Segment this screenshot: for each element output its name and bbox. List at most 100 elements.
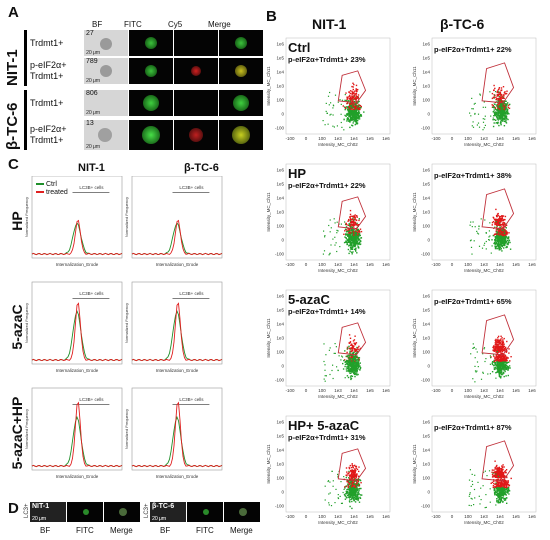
event-dot (347, 485, 349, 487)
event-dot (499, 217, 502, 220)
scale-bar: 20 μm (86, 144, 100, 150)
col-header-bf: BF (40, 526, 51, 535)
event-dot (500, 89, 502, 91)
event-dot (357, 363, 359, 365)
event-dot (354, 471, 356, 473)
event-dot (356, 117, 358, 119)
event-dot (351, 246, 353, 249)
event-dot (337, 476, 339, 478)
event-dot (349, 109, 352, 111)
event-dot (470, 505, 472, 507)
fitc-tile (67, 502, 103, 522)
event-dot (345, 474, 347, 476)
x-tick-label: 100 (464, 514, 472, 519)
event-dot (502, 373, 504, 375)
event-dot (503, 226, 505, 228)
event-dot (344, 494, 346, 497)
event-dot (359, 479, 362, 482)
event-dot (354, 221, 356, 224)
event-dot (497, 341, 499, 343)
y-tick-label: 0 (427, 364, 430, 369)
event-dot (355, 479, 358, 481)
event-dot (472, 347, 474, 349)
event-dot (496, 487, 498, 489)
event-dot (484, 118, 486, 120)
event-dot (348, 370, 350, 373)
event-dot (494, 107, 497, 109)
event-dot (354, 114, 356, 116)
event-dot (355, 373, 357, 376)
event-dot (495, 229, 497, 231)
y-tick-label: 100 (422, 476, 430, 481)
y-tick-label: 100 (276, 98, 284, 103)
event-dot (349, 370, 351, 372)
event-dot (354, 486, 356, 488)
event-dot (346, 355, 348, 357)
event-dot (325, 102, 327, 104)
event-dot (350, 99, 352, 101)
event-dot (494, 218, 497, 220)
event-dot (494, 94, 496, 96)
event-dot (355, 473, 357, 475)
event-dot (493, 482, 495, 485)
event-dot (355, 485, 357, 487)
event-dot (492, 361, 494, 363)
event-dot (498, 361, 500, 363)
event-dot (354, 235, 356, 238)
event-dot (493, 474, 495, 476)
event-dot (499, 104, 501, 107)
event-dot (497, 212, 499, 215)
event-dot (508, 239, 510, 241)
event-dot (358, 366, 360, 368)
event-dot (499, 231, 501, 233)
event-dot (351, 344, 354, 347)
x-tick-label: 1e3 (334, 514, 342, 519)
event-dot (496, 362, 499, 364)
event-dot (494, 366, 497, 369)
event-dot (344, 486, 346, 488)
event-dot (344, 108, 346, 111)
event-dot (357, 366, 360, 369)
cell-line-label: β-TC-6 (152, 503, 175, 510)
event-dot (493, 475, 495, 477)
treated-curve (131, 219, 223, 256)
event-dot (354, 216, 356, 218)
event-dot (349, 100, 351, 102)
event-dot (329, 219, 331, 221)
event-dot (501, 237, 503, 240)
event-dot (485, 232, 487, 234)
event-dot (494, 111, 497, 113)
event-dot (493, 106, 495, 108)
event-dot (495, 367, 497, 369)
event-dot (497, 484, 499, 486)
event-dot (323, 378, 325, 380)
y-tick-label: -100 (421, 378, 431, 383)
event-dot (500, 219, 503, 221)
event-dot (353, 485, 355, 487)
y-tick-label: 1e6 (422, 294, 430, 299)
event-dot (347, 235, 349, 237)
y-tick-label: 100 (422, 350, 430, 355)
x-tick-label: 1e3 (480, 388, 488, 393)
event-dot (505, 485, 508, 488)
event-dot (353, 240, 355, 242)
y-tick-label: 1e3 (276, 462, 284, 467)
event-dot (505, 107, 507, 110)
event-dot (502, 348, 504, 350)
y-axis-label: Intensity_MC_Ch11 (412, 318, 417, 358)
event-dot (326, 112, 328, 114)
event-dot (353, 475, 356, 478)
event-dot (502, 340, 504, 343)
event-dot (348, 106, 350, 109)
event-dot (353, 98, 355, 100)
event-dot (346, 497, 348, 499)
event-dot (502, 495, 505, 497)
event-dot (495, 239, 497, 241)
event-dot (353, 91, 355, 93)
event-dot (498, 487, 500, 489)
event-dot (493, 109, 495, 111)
event-dot (507, 242, 510, 244)
event-dot (500, 479, 502, 481)
event-dot (501, 217, 504, 219)
